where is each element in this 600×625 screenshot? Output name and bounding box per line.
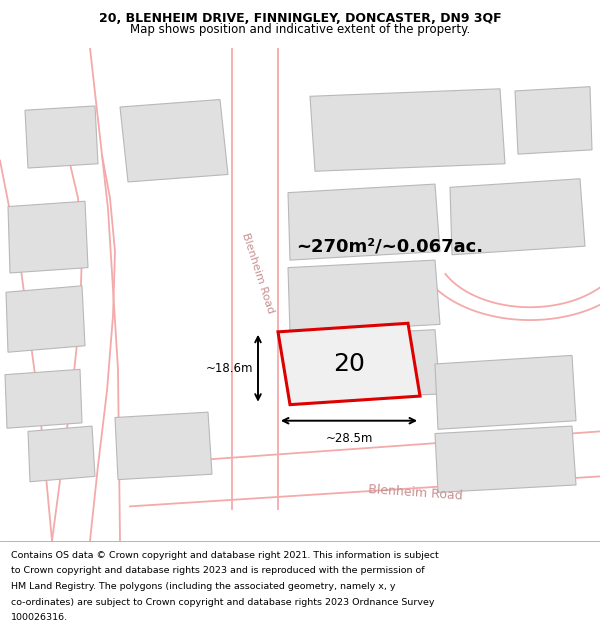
Polygon shape bbox=[435, 356, 576, 429]
Text: co-ordinates) are subject to Crown copyright and database rights 2023 Ordnance S: co-ordinates) are subject to Crown copyr… bbox=[11, 598, 434, 607]
Polygon shape bbox=[435, 426, 576, 493]
Text: 20, BLENHEIM DRIVE, FINNINGLEY, DONCASTER, DN9 3QF: 20, BLENHEIM DRIVE, FINNINGLEY, DONCASTE… bbox=[98, 12, 502, 25]
Text: Map shows position and indicative extent of the property.: Map shows position and indicative extent… bbox=[130, 23, 470, 36]
Polygon shape bbox=[6, 286, 85, 352]
Polygon shape bbox=[8, 201, 88, 273]
Polygon shape bbox=[5, 369, 82, 428]
Polygon shape bbox=[28, 426, 95, 482]
Polygon shape bbox=[515, 87, 592, 154]
Text: 100026316.: 100026316. bbox=[11, 613, 68, 622]
Polygon shape bbox=[310, 89, 505, 171]
Text: ~270m²/~0.067ac.: ~270m²/~0.067ac. bbox=[296, 238, 484, 255]
Polygon shape bbox=[450, 179, 585, 255]
Text: HM Land Registry. The polygons (including the associated geometry, namely x, y: HM Land Registry. The polygons (includin… bbox=[11, 582, 395, 591]
Polygon shape bbox=[232, 48, 278, 509]
Polygon shape bbox=[288, 330, 440, 401]
Text: Blenheim Road: Blenheim Road bbox=[367, 482, 463, 502]
Polygon shape bbox=[288, 260, 440, 333]
Text: Blenheim Road: Blenheim Road bbox=[240, 231, 276, 314]
Polygon shape bbox=[0, 428, 600, 541]
Polygon shape bbox=[25, 106, 98, 168]
Text: Contains OS data © Crown copyright and database right 2021. This information is : Contains OS data © Crown copyright and d… bbox=[11, 551, 439, 560]
Polygon shape bbox=[0, 48, 115, 541]
Text: to Crown copyright and database rights 2023 and is reproduced with the permissio: to Crown copyright and database rights 2… bbox=[11, 566, 424, 576]
Polygon shape bbox=[115, 412, 212, 479]
Text: 20: 20 bbox=[333, 352, 365, 376]
Polygon shape bbox=[120, 99, 228, 182]
Polygon shape bbox=[278, 323, 420, 404]
Text: ~18.6m: ~18.6m bbox=[205, 362, 253, 375]
Text: ~28.5m: ~28.5m bbox=[325, 432, 373, 446]
Polygon shape bbox=[288, 184, 440, 260]
